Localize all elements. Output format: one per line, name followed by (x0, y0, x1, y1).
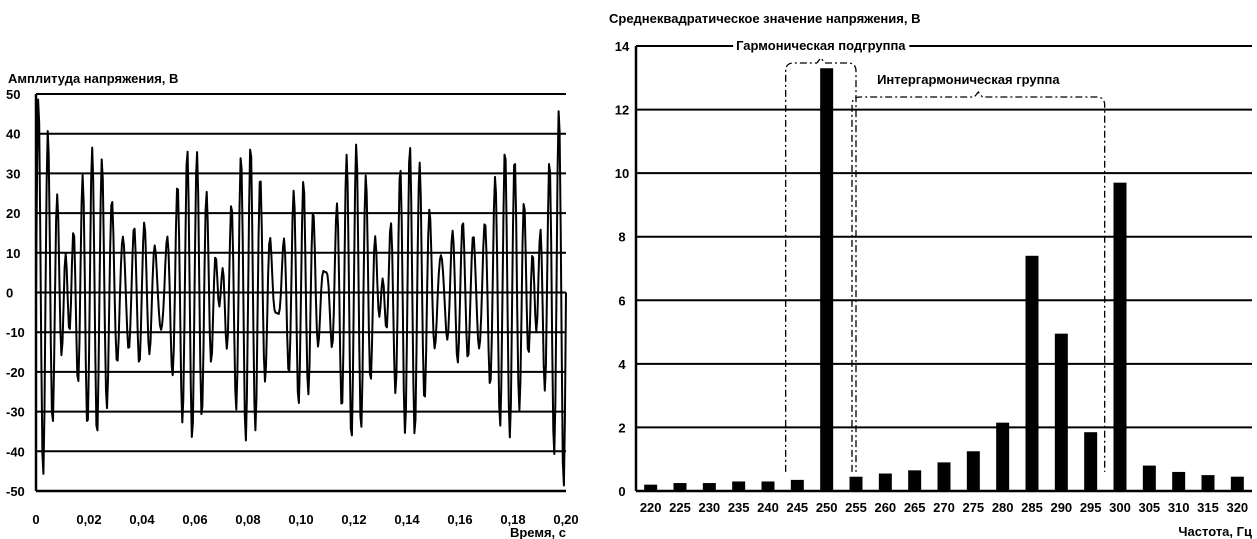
right-x-tick-label: 255 (845, 500, 867, 515)
right-y-tick-label: 4 (618, 357, 626, 372)
harmonic-label-background (733, 38, 910, 53)
left-x-tick-label: 0,16 (447, 512, 472, 527)
right-y-tick-label: 12 (615, 103, 629, 118)
right-y-tick-label: 14 (615, 39, 630, 54)
spectrum-bar (966, 451, 980, 491)
group-annotations: Гармоническая подгруппа Интергармоническа… (733, 38, 1106, 472)
spectrum-bar (937, 462, 951, 491)
right-x-tick-label: 240 (757, 500, 779, 515)
right-y-tick-label: 10 (615, 166, 629, 181)
spectrum-bar (702, 483, 716, 491)
spectrum-bar (1230, 476, 1244, 491)
right-chart-title: Среднеквадратическое значение напряжения… (609, 11, 920, 26)
right-x-tick-label: 275 (962, 500, 984, 515)
right-y-tick-label: 6 (618, 293, 625, 308)
left-y-tick-label: 20 (6, 206, 20, 221)
right-y-tick-label: 2 (618, 420, 625, 435)
left-x-tick-label: 0,10 (288, 512, 313, 527)
spectrum-bar (732, 481, 746, 491)
spectrum-bar (849, 476, 863, 491)
right-x-tick-label: 270 (933, 500, 955, 515)
right-x-tick-label: 310 (1168, 500, 1190, 515)
spectrum-bar (1025, 255, 1039, 491)
group-bracket (851, 90, 1106, 472)
left-x-tick-label: 0,04 (129, 512, 155, 527)
spectrum-bar (1084, 432, 1098, 491)
right-y-tick-labels: 14 12 10 8 6 4 2 0 (615, 39, 630, 499)
left-y-tick-label: 50 (6, 87, 20, 102)
spectrum-bar (996, 422, 1010, 491)
right-x-tick-label: 260 (874, 500, 896, 515)
left-x-tick-label: 0,14 (394, 512, 420, 527)
right-x-tick-label: 300 (1109, 500, 1131, 515)
group-bracket (785, 56, 857, 472)
right-x-tick-label: 280 (992, 500, 1014, 515)
spectrum-bar (673, 483, 687, 491)
right-x-tick-label: 320 (1226, 500, 1248, 515)
right-y-tick-label: 0 (618, 484, 625, 499)
left-y-tick-label: -30 (6, 405, 25, 420)
left-x-tick-label: 0 (32, 512, 39, 527)
right-x-tick-label: 290 (1050, 500, 1072, 515)
spectrum-bar (1201, 475, 1215, 491)
spectrum-bar (1172, 471, 1186, 491)
spectrum-bar (790, 479, 804, 491)
right-x-tick-label: 265 (904, 500, 926, 515)
spectrum-bar (908, 470, 922, 491)
spectrum-bars (644, 68, 1244, 491)
left-x-tick-label: 0,08 (235, 512, 260, 527)
left-x-tick-label: 0,18 (500, 512, 525, 527)
left-x-axis-label: Время, с (510, 525, 566, 539)
left-y-tick-label: 0 (6, 286, 13, 301)
right-x-tick-label: 305 (1138, 500, 1160, 515)
left-x-tick-label: 0,02 (76, 512, 101, 527)
right-x-tick-label: 315 (1197, 500, 1219, 515)
spectrum-bar (1142, 465, 1156, 491)
right-x-tick-label: 245 (786, 500, 808, 515)
left-y-tick-label: 10 (6, 246, 20, 261)
right-x-tick-labels: 220 225 230 235 240 245 250 255 260 265 270 275 280 2… (640, 500, 1248, 515)
spectrum-bar (878, 473, 892, 491)
left-y-tick-label: -40 (6, 444, 25, 459)
left-y-tick-label: -10 (6, 325, 25, 340)
right-x-tick-label: 225 (669, 500, 691, 515)
right-gridlines (636, 45, 1252, 429)
right-x-tick-label: 285 (1021, 500, 1043, 515)
left-y-tick-label: -50 (6, 484, 25, 499)
right-x-axis-label: Частота, Гц (1178, 524, 1252, 539)
spectrum-bar (644, 484, 658, 491)
left-y-tick-label: -20 (6, 365, 25, 380)
spectrum-bar (1054, 333, 1068, 491)
left-x-tick-label: 0,06 (182, 512, 207, 527)
voltage-waveform-line (35, 98, 567, 487)
left-y-tick-labels: 50 40 30 20 10 0 -10 -20 -30 -40 -50 (6, 87, 25, 499)
right-y-tick-label: 8 (618, 230, 625, 245)
right-x-tick-label: 250 (816, 500, 838, 515)
right-x-tick-label: 295 (1080, 500, 1102, 515)
left-x-tick-labels: 0 0,02 0,04 0,06 0,08 0,10 0,12 0,14 0,16 0,18 0,2… (32, 512, 578, 527)
interharmonic-group-label: Интергармоническая группа (877, 72, 1060, 87)
left-y-tick-label: 30 (6, 166, 20, 181)
left-y-tick-label: 40 (6, 127, 20, 142)
right-x-tick-label: 230 (698, 500, 720, 515)
spectrum-bar (1113, 182, 1127, 491)
time-domain-chart: Амплитуда напряжения, В 50 40 30 20 10 0 -10 -2… (6, 71, 579, 539)
spectrum-bar (761, 481, 775, 491)
left-x-tick-label: 0,12 (341, 512, 366, 527)
left-chart-title: Амплитуда напряжения, В (8, 71, 178, 86)
left-x-tick-label: 0,20 (553, 512, 578, 527)
right-x-tick-label: 235 (728, 500, 750, 515)
spectrum-chart: Среднеквадратическое значение напряжения… (609, 11, 1252, 539)
harmonic-subgroup-label: Гармоническая подгруппа (736, 38, 906, 53)
right-x-tick-label: 220 (640, 500, 662, 515)
spectrum-bar (820, 68, 834, 491)
